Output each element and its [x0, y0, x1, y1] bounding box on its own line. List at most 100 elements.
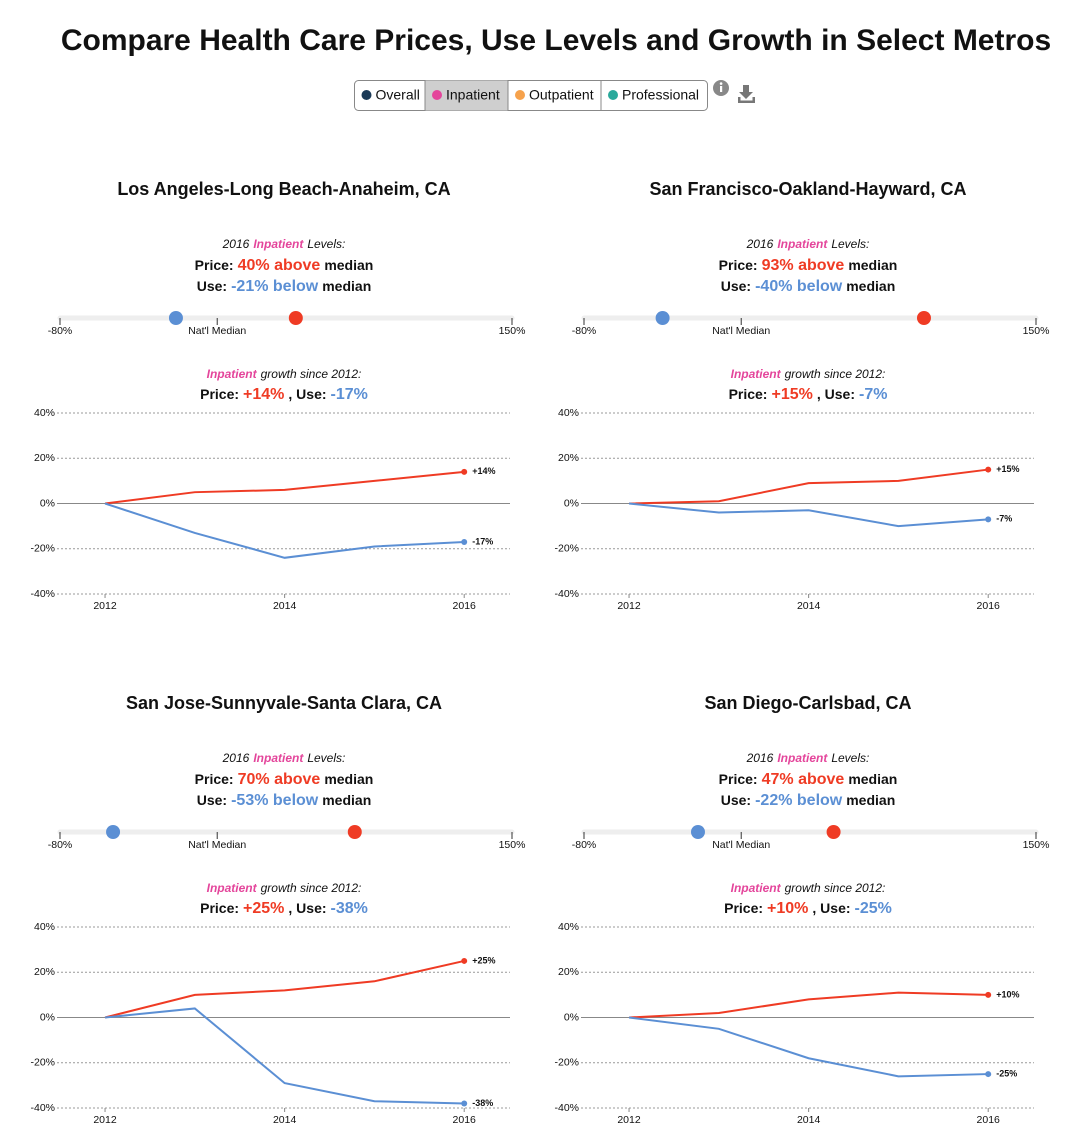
price-level: Price: 70% above median	[195, 771, 374, 789]
price-growth: +15%	[771, 386, 812, 403]
y-tick-label: -20%	[554, 1057, 579, 1069]
suffix: median	[322, 792, 371, 808]
x-tick-label: 2014	[273, 600, 297, 612]
year: 2016	[222, 237, 250, 251]
category: Inpatient	[207, 367, 258, 381]
label: Price:	[729, 386, 768, 402]
slider-tick-label: Nat'l Median	[188, 839, 246, 851]
y-tick-label: 40%	[34, 921, 55, 933]
y-tick-label: -20%	[554, 543, 579, 555]
price-growth: +10%	[767, 900, 808, 917]
use-growth: -7%	[859, 386, 887, 403]
use-level: Use: -22% below median	[721, 792, 896, 810]
growth-summary: Price: +25%, Use: -38%	[200, 900, 368, 918]
metro-title: San Jose-Sunnyvale-Santa Clara, CA	[126, 693, 442, 713]
caption: growth since 2012:	[261, 367, 362, 381]
use-dot	[168, 311, 183, 325]
suffix: median	[324, 257, 373, 273]
slider-tick-label: 150%	[499, 325, 526, 337]
tab[interactable]: Inpatient	[424, 80, 508, 111]
series-line	[628, 502, 989, 528]
tab-label: Professional	[622, 87, 699, 103]
slider-tick-label: Nat'l Median	[188, 325, 246, 337]
use-level: Use: -21% below median	[197, 278, 372, 296]
value: 70% above	[238, 771, 321, 788]
end-point	[985, 1071, 992, 1078]
end-label: +14%	[472, 466, 495, 476]
category: Inpatient	[777, 237, 828, 251]
slider-tick-label: 150%	[1023, 839, 1050, 851]
price-level: Price: 93% above median	[719, 257, 898, 275]
x-tick-label: 2014	[797, 600, 821, 612]
growth-caption: Inpatient growth since 2012:	[207, 881, 362, 895]
label: Price:	[200, 900, 239, 916]
year: 2016	[222, 751, 250, 765]
growth-caption: Inpatient growth since 2012:	[207, 367, 362, 381]
year: 2016	[746, 237, 774, 251]
levels-caption: 2016 Inpatient Levels:	[746, 751, 870, 765]
value: -40% below	[755, 278, 843, 295]
suffix: median	[848, 257, 897, 273]
download-icon[interactable]	[738, 85, 755, 103]
tab-label: Inpatient	[446, 87, 500, 103]
year: 2016	[746, 751, 774, 765]
slider-tick-label: Nat'l Median	[712, 839, 770, 851]
y-tick-label: -40%	[30, 588, 55, 600]
metro-title: San Diego-Carlsbad, CA	[704, 693, 911, 713]
separator: , Use:	[817, 386, 855, 402]
value: 47% above	[762, 771, 845, 788]
x-tick-label: 2014	[273, 1114, 297, 1126]
y-tick-label: -20%	[30, 543, 55, 555]
use-level: Use: -53% below median	[197, 792, 372, 810]
y-tick-label: 20%	[558, 966, 579, 978]
tab[interactable]: Overall	[361, 87, 420, 103]
tab[interactable]: Outpatient	[507, 80, 594, 111]
y-tick-label: 0%	[40, 497, 55, 509]
info-icon[interactable]	[713, 80, 729, 96]
levels-caption: 2016 Inpatient Levels:	[746, 237, 870, 251]
caption: growth since 2012:	[785, 367, 886, 381]
growth-summary: Price: +10%, Use: -25%	[724, 900, 892, 918]
metro-title: San Francisco-Oakland-Hayward, CA	[649, 179, 966, 199]
y-tick-label: 20%	[34, 966, 55, 978]
levels-caption: 2016 Inpatient Levels:	[222, 751, 346, 765]
suffix: median	[324, 771, 373, 787]
price-level: Price: 40% above median	[195, 257, 374, 275]
category: Inpatient	[253, 237, 304, 251]
tab[interactable]: Professional	[600, 80, 699, 111]
x-tick-label: 2016	[977, 600, 1001, 612]
caption: Levels:	[831, 237, 869, 251]
tab-label: Overall	[376, 87, 420, 103]
x-tick-label: 2016	[453, 600, 477, 612]
series-line	[104, 502, 465, 559]
label: Use:	[197, 278, 227, 294]
category: Inpatient	[731, 367, 782, 381]
price-dot	[916, 311, 931, 325]
value: 40% above	[238, 257, 321, 274]
slider-tick-label: 150%	[1023, 325, 1050, 337]
use-level: Use: -40% below median	[721, 278, 896, 296]
growth-summary: Price: +15% , Use: -7%	[729, 386, 888, 404]
end-label: -38%	[472, 1098, 493, 1108]
series-line	[104, 1007, 465, 1105]
end-label: +10%	[996, 989, 1019, 999]
y-tick-label: -40%	[554, 588, 579, 600]
levels-caption: 2016 Inpatient Levels:	[222, 237, 346, 251]
category: Inpatient	[253, 751, 304, 765]
series-line	[629, 468, 989, 505]
x-tick-label: 2012	[93, 600, 117, 612]
end-label: -7%	[996, 514, 1012, 524]
label: Price:	[195, 771, 234, 787]
end-point	[461, 468, 468, 475]
use-growth: -17%	[331, 386, 368, 403]
caption: growth since 2012:	[785, 881, 886, 895]
end-point	[461, 957, 468, 964]
use-dot	[106, 825, 121, 839]
y-tick-label: 40%	[558, 407, 579, 419]
category: Inpatient	[731, 881, 782, 895]
value: -22% below	[755, 792, 843, 809]
y-tick-label: 0%	[564, 1011, 579, 1023]
growth-caption: Inpatient growth since 2012:	[731, 881, 886, 895]
slider-tick-label: -80%	[572, 325, 597, 337]
price-growth: +14%	[243, 386, 284, 403]
